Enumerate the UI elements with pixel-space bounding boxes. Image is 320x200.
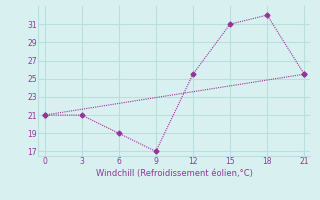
X-axis label: Windchill (Refroidissement éolien,°C): Windchill (Refroidissement éolien,°C) bbox=[96, 169, 253, 178]
